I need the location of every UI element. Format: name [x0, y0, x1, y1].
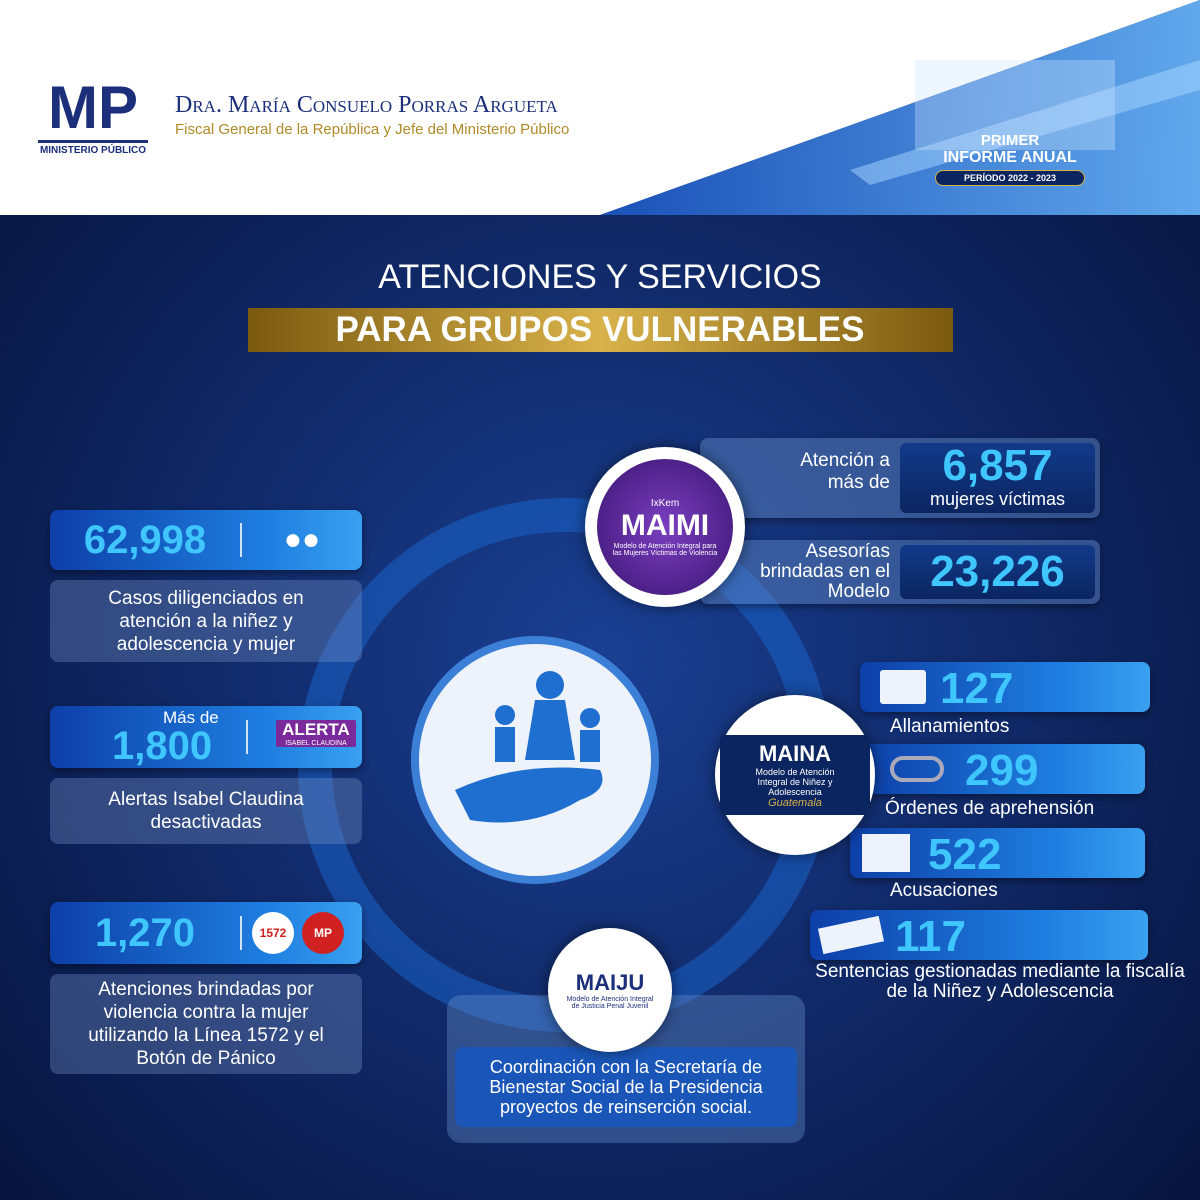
logo-sub: MINISTERIO PÚBLICO: [39, 145, 147, 156]
maiju-sub: Modelo de Atención Integral de Justicia …: [566, 996, 654, 1010]
child2-body: [580, 730, 600, 762]
stat-value: 62,998: [83, 517, 207, 562]
building: [915, 60, 1115, 150]
maina-row: 117: [810, 910, 1148, 961]
header-accent: [600, 0, 1200, 215]
stat-label: Alertas Isabel Claudina desactivadas: [108, 789, 304, 833]
header-bg: [0, 0, 1200, 215]
maina-label: Acusaciones: [890, 880, 998, 901]
title-band: [248, 308, 953, 352]
stat-value: 1,270: [94, 910, 196, 955]
maimi-sub: Modelo de Atención Integral para las Muj…: [612, 542, 718, 557]
maimi-logo-inner: IxKem MAIMI Modelo de Atención Integral …: [597, 459, 733, 595]
logo-text: MP: [48, 74, 138, 141]
documents-icon: [862, 834, 910, 872]
maina-label: Sentencias gestionadas mediante la fisca…: [815, 961, 1185, 1002]
maiju-panel: Coordinación con la Secretaría de Bienes…: [447, 995, 805, 1143]
maina-value: 127: [940, 664, 1014, 713]
stat-panel: Alertas Isabel Claudina desactivadas: [50, 778, 362, 844]
maimi-value-box: 6,857 mujeres víctimas: [900, 443, 1095, 513]
header-streak: [850, 60, 1200, 185]
stat-label: Casos diligenciados en atención a la niñ…: [108, 587, 304, 655]
maimi-label: Atención a más de: [800, 450, 890, 493]
stat-bar: 62,998 ●●: [50, 510, 362, 570]
maina-label: Allanamientos: [890, 716, 1010, 737]
child1-body: [495, 727, 515, 762]
child1-head: [495, 705, 515, 725]
stat-panel: Casos diligenciados en atención a la niñ…: [50, 580, 362, 662]
maina-label: Órdenes de aprehensión: [885, 798, 1095, 819]
children-icon: ●●: [283, 523, 321, 556]
maimi-tag: IxKem: [650, 497, 680, 509]
stat-bar: Más de 1,800 ALERTA ISABEL CLAUDINA: [50, 706, 362, 768]
maimi-row: Atención a más de 6,857 mujeres víctimas: [700, 438, 1100, 518]
maimi-label: Asesorías brindadas en el Modelo: [760, 541, 890, 602]
maiju-logo: MAIJU Modelo de Atención Integral de Jus…: [548, 928, 672, 1052]
stat-label: Atenciones brindadas por violencia contr…: [88, 979, 324, 1069]
maina-logo: MAINA Modelo de Atención Integral de Niñ…: [715, 695, 875, 855]
divider: [240, 523, 242, 557]
maiju-logo-text: MAIJU: [575, 970, 645, 995]
child2-head: [580, 708, 600, 728]
stat-value: 1,800: [112, 724, 213, 768]
hand-icon: [455, 767, 603, 823]
maina-value: 117: [895, 912, 966, 961]
badge-line2: INFORME ANUAL: [943, 149, 1077, 166]
badge: PRIMER INFORME ANUAL PERÍODO 2022 - 2023: [935, 132, 1085, 186]
handcuffs-icon: [890, 756, 944, 782]
divider: [246, 720, 248, 754]
stat-prefix: Más de: [163, 708, 219, 727]
maina-row: 522: [850, 828, 1145, 879]
mother-head: [536, 671, 564, 699]
mother-body: [525, 700, 575, 760]
badge-period: PERÍODO 2022 - 2023: [935, 170, 1085, 186]
panic-button-icon: MP: [302, 912, 344, 954]
maiju-text: Coordinación con la Secretaría de Bienes…: [455, 1047, 797, 1127]
maimi-unit: mujeres víctimas: [929, 489, 1066, 509]
maimi-value: 6,857: [942, 441, 1053, 490]
logo-rule: [38, 140, 148, 143]
alerta-logo: ALERTA ISABEL CLAUDINA: [276, 720, 356, 747]
maina-value: 522: [928, 830, 1002, 879]
maina-tag: Guatemala: [768, 797, 822, 809]
house-icon: [880, 670, 926, 704]
maimi-logo: IxKem MAIMI Modelo de Atención Integral …: [585, 447, 745, 607]
maimi-row: Asesorías brindadas en el Modelo 23,226: [700, 540, 1100, 604]
maimi-value: 23,226: [900, 545, 1095, 599]
divider: [240, 916, 242, 950]
maina-row: 299: [860, 744, 1145, 795]
title-line2: PARA GRUPOS VULNERABLES: [335, 310, 865, 349]
signing-icon: [817, 915, 885, 955]
header-subtitle: Fiscal General de la República y Jefe de…: [175, 121, 570, 138]
alerta-logo-text: ALERTA: [282, 720, 350, 739]
header-name: Dra. María Consuelo Porras Argueta: [175, 92, 558, 118]
maina-row: 127: [860, 662, 1150, 713]
logo: MP MINISTERIO PÚBLICO: [38, 78, 148, 156]
maina-sub: Modelo de Atención Integral de Niñez y A…: [755, 767, 835, 797]
stat-panel: Atenciones brindadas por violencia contr…: [50, 974, 362, 1074]
maina-logo-inner: MAINA Modelo de Atención Integral de Niñ…: [720, 735, 870, 815]
line-1572-icon: 1572: [252, 912, 294, 954]
stat-bar: 1,270 1572 MP: [50, 902, 362, 964]
title-line1: ATENCIONES Y SERVICIOS: [378, 258, 822, 296]
maina-logo-text: MAINA: [758, 741, 832, 766]
maimi-logo-text: MAIMI: [620, 508, 710, 542]
alerta-logo-sub: ISABEL CLAUDINA: [285, 740, 347, 747]
badge-line1: PRIMER: [980, 132, 1040, 149]
maina-value: 299: [965, 746, 1039, 795]
